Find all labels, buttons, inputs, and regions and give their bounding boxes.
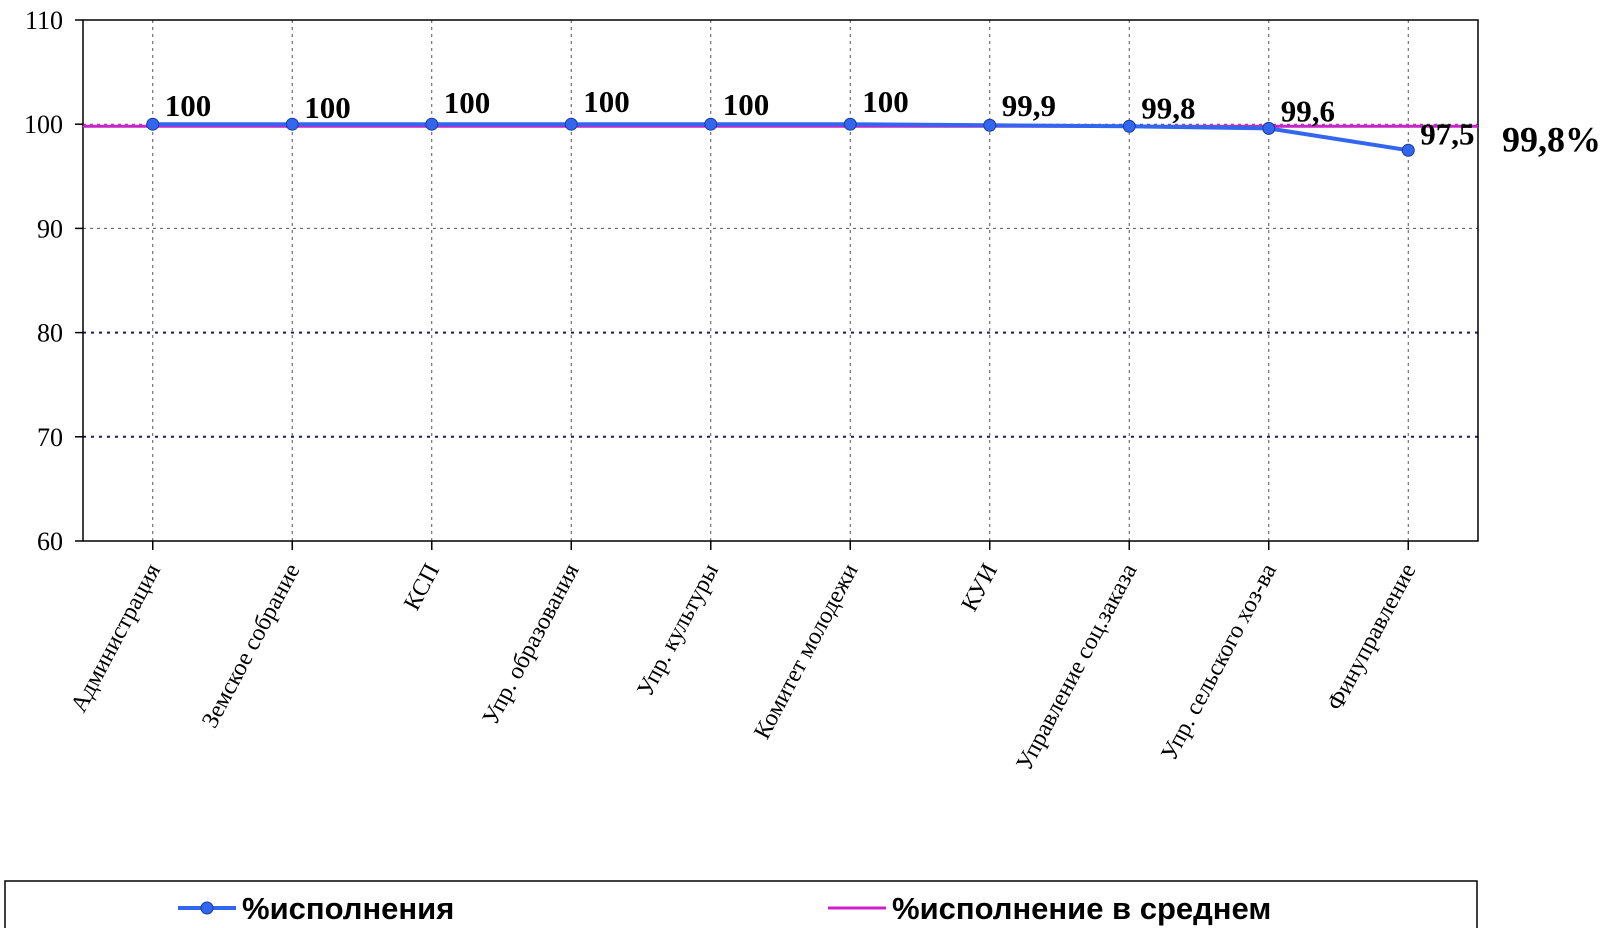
legend-label-execution: %исполнения: [242, 891, 454, 926]
data-point-7: [1122, 119, 1136, 133]
legend-box: [4, 880, 1478, 928]
data-label-7: 99,8: [1141, 90, 1195, 125]
y-tick-label-90: 90: [37, 214, 63, 243]
data-point-9: [1401, 143, 1415, 157]
data-label-4: 100: [723, 87, 770, 122]
axes: 60 70 80 90 100 110: [24, 6, 1479, 556]
execution-line: [152, 122, 1409, 153]
data-point-0: [146, 117, 160, 131]
category-label-3: Упр. образования: [478, 560, 585, 730]
data-point-8: [1262, 121, 1276, 135]
data-label-5: 100: [862, 84, 909, 119]
data-label-3: 100: [583, 84, 630, 119]
data-point-2: [425, 117, 439, 131]
execution-series: [146, 117, 1415, 157]
data-label-6: 99,9: [1002, 88, 1056, 123]
category-label-6: КУИ: [957, 560, 1003, 616]
y-tick-label-110: 110: [25, 6, 63, 35]
y-tick-label-80: 80: [37, 319, 63, 348]
data-labels: 100 100 100 100 100 100 99,9 99,8 99,6 97,5: [165, 84, 1475, 151]
category-label-4: Упр. культуры: [632, 560, 724, 701]
gridlines: [83, 20, 1478, 541]
category-label-0: Администрация: [66, 560, 166, 717]
category-labels: Администрация Земское собрание КСП Упр. обр…: [66, 559, 1421, 775]
average-value-label: 99,8%: [1502, 119, 1601, 159]
category-label-7: Управление соц.заказа: [1012, 559, 1143, 775]
data-point-4: [704, 117, 718, 131]
data-point-1: [285, 117, 299, 131]
data-label-0: 100: [165, 88, 212, 123]
category-label-2: КСП: [399, 560, 445, 615]
data-label-9: 97,5: [1420, 116, 1474, 151]
data-point-6: [983, 118, 997, 132]
y-tick-label-100: 100: [24, 110, 63, 139]
category-label-5: Комитет молодежи: [749, 559, 863, 743]
y-tick-label-70: 70: [37, 423, 63, 452]
data-point-3: [564, 117, 578, 131]
category-label-8: Упр. сельского хоз-ва: [1156, 559, 1282, 765]
data-label-1: 100: [304, 90, 351, 125]
category-label-1: Земское собрание: [197, 560, 305, 733]
legend-marker-execution: [200, 901, 214, 915]
y-tick-label-60: 60: [37, 527, 63, 556]
legend-label-average: %исполнение в среднем: [892, 891, 1271, 926]
data-label-8: 99,6: [1281, 93, 1335, 128]
data-label-2: 100: [444, 85, 491, 120]
legend: %исполнения %исполнение в среднем: [4, 880, 1478, 928]
plot-frame: [82, 19, 1479, 542]
category-label-9: Финуправление: [1322, 560, 1421, 715]
data-point-5: [843, 117, 857, 131]
